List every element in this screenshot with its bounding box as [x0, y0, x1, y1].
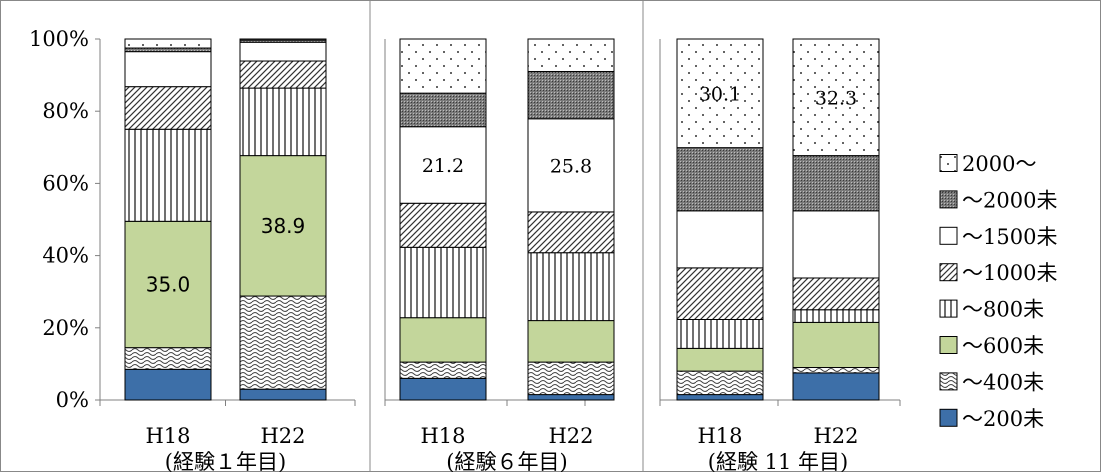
x-tick-label: H22 [813, 424, 858, 448]
bar-segment-under-200 [124, 368, 212, 401]
data-label: 30.1 [699, 83, 741, 105]
x-group-label: (経験６年目) [446, 450, 567, 472]
bar-segment-under-800 [124, 128, 212, 222]
bar-segment-under-1000 [792, 277, 880, 311]
y-tick-label: 0% [56, 388, 89, 412]
bar-segment-under-1000 [676, 267, 764, 320]
legend-swatch-under-200 [939, 408, 958, 427]
data-label: 21.2 [422, 155, 464, 177]
bar-segment-under-200 [676, 394, 764, 401]
bar-segment-under-2000 [792, 155, 880, 212]
legend-swatch-under-1000 [939, 263, 958, 282]
bar-segment-under-1000 [124, 86, 212, 130]
y-tick-label: 20% [42, 316, 89, 340]
bar-segment-under-400 [676, 370, 764, 396]
legend-swatch-under-800 [939, 299, 958, 318]
x-group-label: (経験 11 年目) [708, 450, 848, 472]
bar-segment-over-2000 [124, 38, 212, 49]
legend-label: 2000～ [962, 152, 1036, 176]
bar-segment-under-600 [676, 347, 764, 372]
bar-segment-over-2000 [676, 38, 764, 149]
legend-label: ～600未 [962, 334, 1044, 358]
y-tick-label: 40% [42, 244, 89, 268]
bar-segment-under-800 [676, 318, 764, 349]
bar-segment-under-400 [124, 347, 212, 370]
bar-segment-under-1500 [239, 41, 327, 62]
bar-segment-under-200 [399, 377, 487, 401]
legend-label: ～2000未 [962, 188, 1057, 212]
x-tick-label: H22 [548, 424, 593, 448]
bar-segment-under-600 [124, 220, 212, 349]
bar-segment-under-600 [399, 317, 487, 363]
y-tick-label: 80% [42, 99, 89, 123]
bar-segment-under-1000 [527, 211, 615, 254]
y-tick-label: 60% [42, 171, 89, 195]
bar-segment-under-400 [792, 367, 880, 374]
bar-segment-under-400 [239, 295, 327, 390]
x-group-label: (経験１年目) [165, 450, 286, 472]
bar-segment-under-600 [239, 155, 327, 297]
bar-segment-under-800 [792, 309, 880, 323]
bar-segment-under-800 [527, 252, 615, 322]
legend-label: ～1500未 [962, 225, 1057, 249]
data-label: 25.8 [550, 155, 592, 177]
x-tick-label: H22 [260, 424, 305, 448]
bar-segment-under-600 [792, 321, 880, 369]
legend-swatch-under-1500 [939, 226, 958, 245]
data-label: 35.0 [146, 272, 191, 296]
bar-segment-under-1000 [399, 202, 487, 248]
bar-segment-under-200 [527, 394, 615, 401]
legend-swatch-under-2000 [939, 190, 958, 209]
bar-segment-under-200 [239, 388, 327, 401]
bar-segment-under-800 [399, 246, 487, 319]
data-label: 38.9 [261, 214, 306, 238]
legend-swatch-over-2000 [939, 154, 958, 172]
bar-segment-under-600 [527, 320, 615, 363]
bar-segment-over-2000 [399, 38, 487, 94]
legend-swatch-under-600 [939, 336, 958, 354]
bar-segment-under-1500 [676, 210, 764, 269]
bar-segment-under-400 [527, 361, 615, 396]
legend-label: ～1000未 [962, 261, 1057, 285]
bar-segment-under-2000 [124, 47, 212, 53]
bar-segment-over-2000 [239, 38, 327, 41]
legend-label: ～200未 [962, 407, 1044, 431]
x-tick-label: H18 [145, 424, 190, 448]
bar-segment-under-1500 [792, 210, 880, 279]
bar-segment-under-800 [239, 87, 327, 157]
bar-segment-under-400 [399, 361, 487, 379]
legend-label: ～400未 [962, 370, 1044, 394]
bar-segment-under-2000 [676, 147, 764, 212]
bar-segment-under-200 [792, 372, 880, 401]
legend-label: ～800未 [962, 298, 1044, 322]
bar-segment-over-2000 [792, 38, 880, 157]
legend-swatch-under-400 [939, 372, 958, 391]
y-tick-label: 100% [29, 27, 89, 51]
data-label: 32.3 [815, 87, 857, 109]
x-tick-label: H18 [697, 424, 742, 448]
bar-segment-under-2000 [527, 70, 615, 120]
bar-segment-under-2000 [399, 92, 487, 128]
bar-segment-over-2000 [527, 38, 615, 72]
bar-segment-under-1000 [239, 60, 327, 89]
bar-segment-under-1500 [124, 51, 212, 88]
x-tick-label: H18 [420, 424, 465, 448]
